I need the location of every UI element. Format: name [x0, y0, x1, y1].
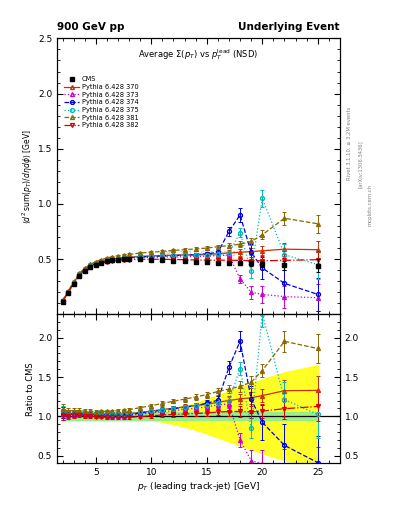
Text: Rivet 3.1.10, ≥ 3.2M events: Rivet 3.1.10, ≥ 3.2M events	[347, 106, 352, 180]
Text: Average $\Sigma(p_T)$ vs $p_T^{\mathrm{lead}}$ (NSD): Average $\Sigma(p_T)$ vs $p_T^{\mathrm{l…	[138, 47, 259, 61]
Legend: CMS, Pythia 6.428 370, Pythia 6.428 373, Pythia 6.428 374, Pythia 6.428 375, Pyt: CMS, Pythia 6.428 370, Pythia 6.428 373,…	[63, 75, 140, 130]
Text: CMS_2011_S9120041: CMS_2011_S9120041	[160, 250, 237, 257]
Text: [arXiv:1306.3436]: [arXiv:1306.3436]	[358, 140, 363, 188]
Y-axis label: $\langle d^2\,\mathrm{sum}(p_T)/d\eta d\phi\rangle$ [GeV]: $\langle d^2\,\mathrm{sum}(p_T)/d\eta d\…	[20, 129, 35, 224]
X-axis label: $p_T$ (leading track-jet) [GeV]: $p_T$ (leading track-jet) [GeV]	[137, 480, 260, 493]
Text: 900 GeV pp: 900 GeV pp	[57, 22, 125, 32]
Y-axis label: Ratio to CMS: Ratio to CMS	[26, 362, 35, 416]
Text: mcplots.cern.ch: mcplots.cern.ch	[367, 184, 373, 226]
Text: Underlying Event: Underlying Event	[239, 22, 340, 32]
